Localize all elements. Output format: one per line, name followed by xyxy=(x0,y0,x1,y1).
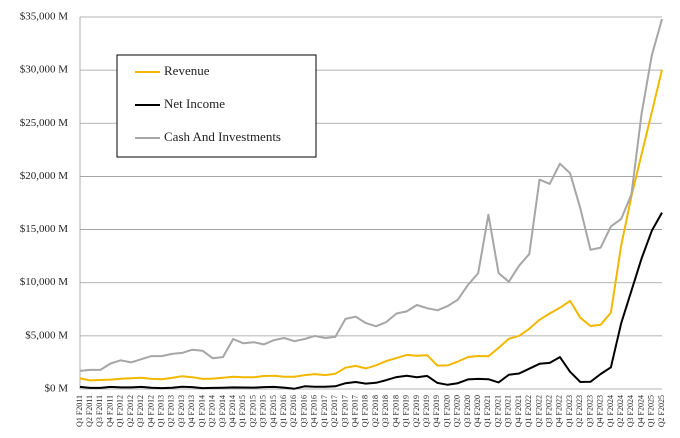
x-tick-label: Q4 F2016 xyxy=(310,395,319,427)
legend-label: Net Income xyxy=(164,96,225,111)
x-tick-label: Q4 F2014 xyxy=(228,395,237,427)
x-tick-label: Q1 F2016 xyxy=(279,395,288,427)
legend-label: Cash And Investments xyxy=(164,129,281,144)
y-tick-label: $0 M xyxy=(44,383,68,395)
x-tick-label: Q3 F2014 xyxy=(218,395,227,427)
x-tick-label: Q4 F2022 xyxy=(555,395,564,427)
x-tick-label: Q4 F2018 xyxy=(391,395,400,427)
x-tick-label: Q2 F2021 xyxy=(493,395,502,427)
x-tick-label: Q4 F2011 xyxy=(105,395,114,427)
y-tick-label: $10,000 M xyxy=(20,276,69,288)
x-tick-label: Q4 F2024 xyxy=(636,395,645,427)
x-tick-label: Q1 F2015 xyxy=(238,395,247,427)
series-line xyxy=(79,18,663,372)
x-tick-label: Q3 F2020 xyxy=(463,395,472,427)
y-tick-label: $5,000 M xyxy=(25,329,68,341)
x-tick-label: Q4 F2020 xyxy=(473,395,482,427)
x-tick-label: Q1 F2012 xyxy=(116,395,125,427)
x-tick-label: Q2 F2025 xyxy=(657,395,666,427)
x-tick-label: Q1 F2014 xyxy=(197,395,206,427)
x-tick-label: Q2 F2020 xyxy=(453,395,462,427)
series-line xyxy=(79,212,663,390)
series-line xyxy=(79,69,663,382)
x-tick-label: Q4 F2023 xyxy=(596,395,605,427)
x-tick-label: Q3 F2012 xyxy=(136,395,145,427)
x-tick-label: Q1 F2025 xyxy=(647,395,656,427)
x-tick-label: Q1 F2011 xyxy=(75,395,84,427)
x-tick-label: Q4 F2012 xyxy=(146,395,155,427)
x-tick-label: Q2 F2018 xyxy=(371,395,380,427)
x-tick-label: Q4 F2013 xyxy=(187,395,196,427)
x-tick-label: Q1 F2019 xyxy=(402,395,411,427)
x-tick-label: Q1 F2022 xyxy=(524,395,533,427)
x-tick-label: Q4 F2017 xyxy=(351,395,360,427)
x-tick-label: Q3 F2018 xyxy=(381,395,390,427)
x-tick-label: Q2 F2022 xyxy=(534,395,543,427)
y-tick-label: $35,000 M xyxy=(20,11,69,23)
x-tick-label: Q3 F2016 xyxy=(299,395,308,427)
x-tick-label: Q1 F2018 xyxy=(361,395,370,427)
x-tick-label: Q2 F2017 xyxy=(330,395,339,427)
x-tick-label: Q4 F2015 xyxy=(269,395,278,427)
y-tick-label: $25,000 M xyxy=(20,117,69,129)
x-tick-label: Q4 F2021 xyxy=(514,395,523,427)
x-tick-label: Q1 F2021 xyxy=(483,395,492,427)
x-tick-label: Q3 F2017 xyxy=(340,395,349,427)
x-tick-label: Q2 F2015 xyxy=(248,395,257,427)
y-tick-label: $20,000 M xyxy=(20,170,69,182)
x-tick-label: Q2 F2013 xyxy=(167,395,176,427)
x-tick-label: Q2 F2014 xyxy=(208,395,217,427)
x-tick-label: Q2 F2019 xyxy=(412,395,421,427)
y-tick-label: $30,000 M xyxy=(20,64,69,76)
x-tick-label: Q3 F2024 xyxy=(626,395,635,427)
x-tick-label: Q3 F2015 xyxy=(259,395,268,427)
y-tick-label: $15,000 M xyxy=(20,223,69,235)
legend-label: Revenue xyxy=(164,63,210,78)
x-tick-label: Q1 F2013 xyxy=(157,395,166,427)
x-tick-label: Q2 F2023 xyxy=(575,395,584,427)
x-tick-label: Q1 F2020 xyxy=(442,395,451,427)
x-tick-label: Q3 F2021 xyxy=(504,395,513,427)
x-tick-label: Q2 F2011 xyxy=(85,395,94,427)
x-tick-label: Q2 F2024 xyxy=(616,395,625,427)
x-tick-label: Q3 F2023 xyxy=(585,395,594,427)
x-tick-label: Q2 F2016 xyxy=(289,395,298,427)
x-tick-label: Q4 F2019 xyxy=(432,395,441,427)
x-tick-label: Q3 F2022 xyxy=(545,395,554,427)
x-tick-label: Q1 F2017 xyxy=(320,395,329,427)
x-tick-label: Q2 F2012 xyxy=(126,395,135,427)
x-tick-label: Q3 F2019 xyxy=(422,395,431,427)
x-tick-label: Q3 F2011 xyxy=(95,395,104,427)
x-tick-label: Q3 F2013 xyxy=(177,395,186,427)
x-tick-label: Q1 F2023 xyxy=(565,395,574,427)
x-tick-label: Q1 F2024 xyxy=(606,395,615,427)
